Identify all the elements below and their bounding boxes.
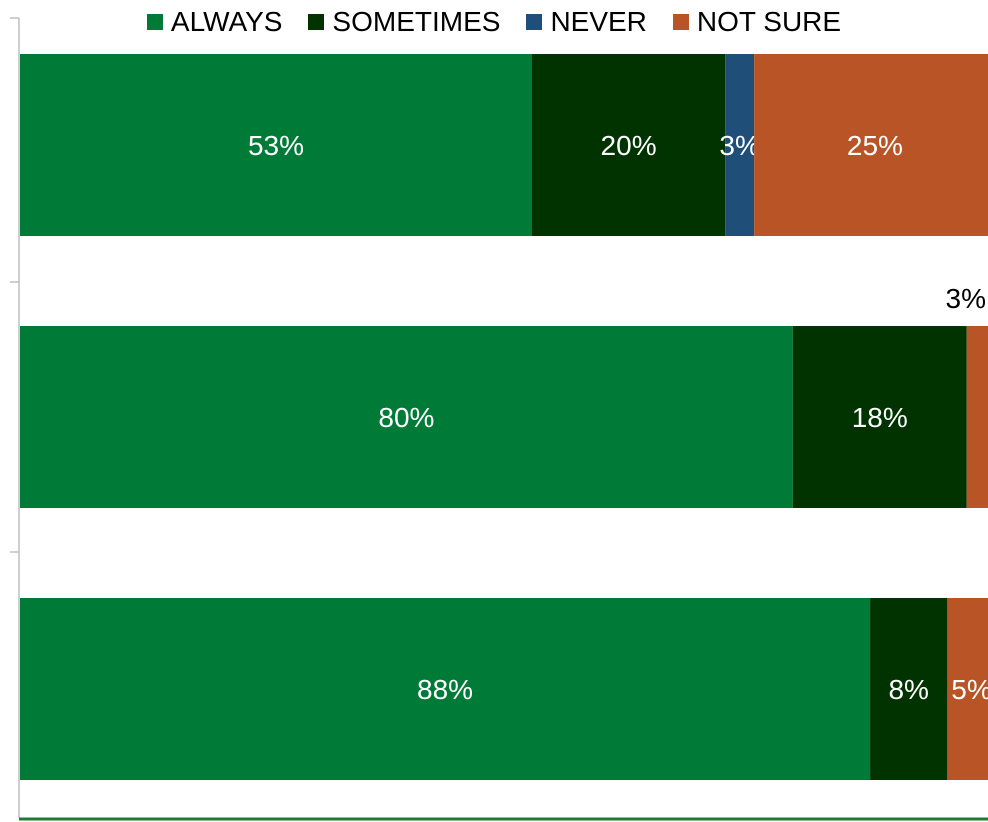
legend-swatch-never [526,14,543,30]
data-label: 20% [601,130,657,161]
data-label: 25% [847,130,903,161]
data-label: 53% [248,130,304,161]
legend-swatch-not-sure [672,14,689,30]
bar-segment [20,326,793,508]
data-label: 8% [888,674,928,705]
bars: 53% 20% 3% 25% 80% 18% 3% 88% 8% 5% [20,54,988,780]
data-label: 80% [378,402,434,433]
data-label: 3% [946,283,986,314]
legend-item-never: NEVER [526,6,647,38]
data-label: 88% [417,674,473,705]
legend-item-always: ALWAYS [146,6,283,38]
data-label: 18% [852,402,908,433]
bar-segment [754,54,988,236]
legend-item-not-sure: NOT SURE [672,6,842,38]
data-label: 3% [719,130,759,161]
bar-segment [966,326,988,508]
bar-segment [725,54,755,236]
bar-segment [870,598,948,780]
legend-label-sometimes: SOMETIMES [332,6,501,37]
legend-item-sometimes: SOMETIMES [308,6,500,38]
legend-label-never: NEVER [550,6,647,37]
legend: ALWAYS SOMETIMES NEVER NOT SURE [0,6,988,38]
bar-segment [531,54,726,236]
legend-label-not-sure: NOT SURE [696,6,842,37]
bar-segment [792,326,967,508]
legend-swatch-always [146,14,163,30]
data-label: 5% [951,674,988,705]
bar-segment [20,598,871,780]
legend-swatch-sometimes [308,14,325,30]
bar-segment [20,54,532,236]
legend-label-always: ALWAYS [170,6,283,37]
bar-segment [947,598,988,780]
